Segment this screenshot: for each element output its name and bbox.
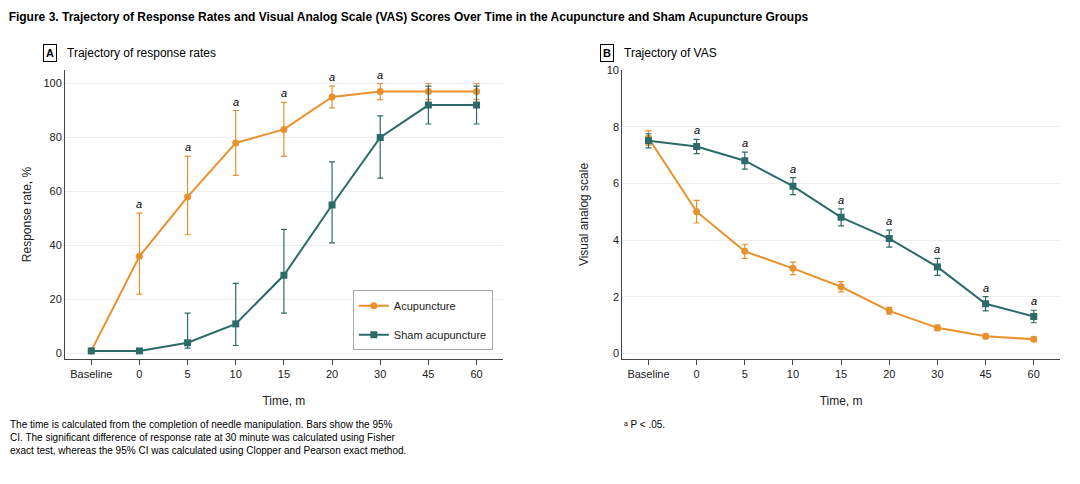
svg-text:20: 20	[883, 368, 895, 380]
svg-text:0: 0	[56, 347, 62, 359]
svg-text:a: a	[233, 96, 239, 108]
svg-text:a: a	[934, 243, 940, 255]
svg-text:Acupuncture: Acupuncture	[394, 300, 456, 312]
svg-text:Visual analog scale: Visual analog scale	[577, 163, 591, 267]
svg-text:60: 60	[50, 185, 62, 197]
svg-text:10: 10	[607, 64, 619, 76]
svg-text:30: 30	[931, 368, 943, 380]
svg-text:0: 0	[613, 347, 619, 359]
svg-text:30: 30	[374, 368, 386, 380]
svg-text:15: 15	[278, 368, 290, 380]
svg-text:a: a	[185, 141, 191, 153]
svg-text:5: 5	[185, 368, 191, 380]
svg-text:ᵃ P < .05.: ᵃ P < .05.	[624, 419, 665, 430]
svg-text:a: a	[329, 71, 335, 83]
svg-text:a: a	[281, 87, 287, 99]
svg-text:a: a	[1031, 295, 1037, 307]
svg-text:a: a	[694, 124, 700, 136]
svg-text:0: 0	[136, 368, 142, 380]
svg-text:a: a	[886, 215, 892, 227]
svg-text:5: 5	[742, 368, 748, 380]
svg-text:Sham acupuncture: Sham acupuncture	[394, 329, 486, 341]
svg-text:Baseline: Baseline	[70, 368, 112, 380]
svg-text:40: 40	[50, 239, 62, 251]
svg-text:A: A	[46, 47, 54, 59]
svg-text:a: a	[136, 198, 142, 210]
svg-text:Time, m: Time, m	[820, 394, 863, 408]
svg-text:80: 80	[50, 131, 62, 143]
svg-text:8: 8	[613, 121, 619, 133]
svg-text:20: 20	[326, 368, 338, 380]
svg-text:20: 20	[50, 293, 62, 305]
svg-text:a: a	[838, 194, 844, 206]
svg-text:a: a	[742, 137, 748, 149]
svg-text:2: 2	[613, 291, 619, 303]
svg-text:60: 60	[1028, 368, 1040, 380]
svg-text:Trajectory of response rates: Trajectory of response rates	[67, 46, 216, 60]
svg-text:0: 0	[694, 368, 700, 380]
svg-text:Time, m: Time, m	[262, 394, 305, 408]
svg-text:15: 15	[835, 368, 847, 380]
svg-text:60: 60	[470, 368, 482, 380]
svg-text:a: a	[983, 282, 989, 294]
svg-text:10: 10	[787, 368, 799, 380]
svg-text:a: a	[790, 163, 796, 175]
svg-text:10: 10	[230, 368, 242, 380]
svg-text:45: 45	[422, 368, 434, 380]
svg-text:6: 6	[613, 177, 619, 189]
svg-text:Trajectory of VAS: Trajectory of VAS	[624, 46, 717, 60]
svg-text:B: B	[603, 47, 611, 59]
svg-text:100: 100	[43, 77, 61, 89]
svg-text:a: a	[377, 69, 383, 81]
svg-text:4: 4	[613, 234, 619, 246]
svg-text:Response rate, %: Response rate, %	[20, 166, 34, 262]
svg-text:The time is calculated from th: The time is calculated from the completi…	[10, 419, 406, 456]
svg-text:45: 45	[979, 368, 991, 380]
svg-text:Figure 3. Trajectory of Respon: Figure 3. Trajectory of Response Rates a…	[9, 10, 809, 24]
svg-text:Baseline: Baseline	[627, 368, 669, 380]
